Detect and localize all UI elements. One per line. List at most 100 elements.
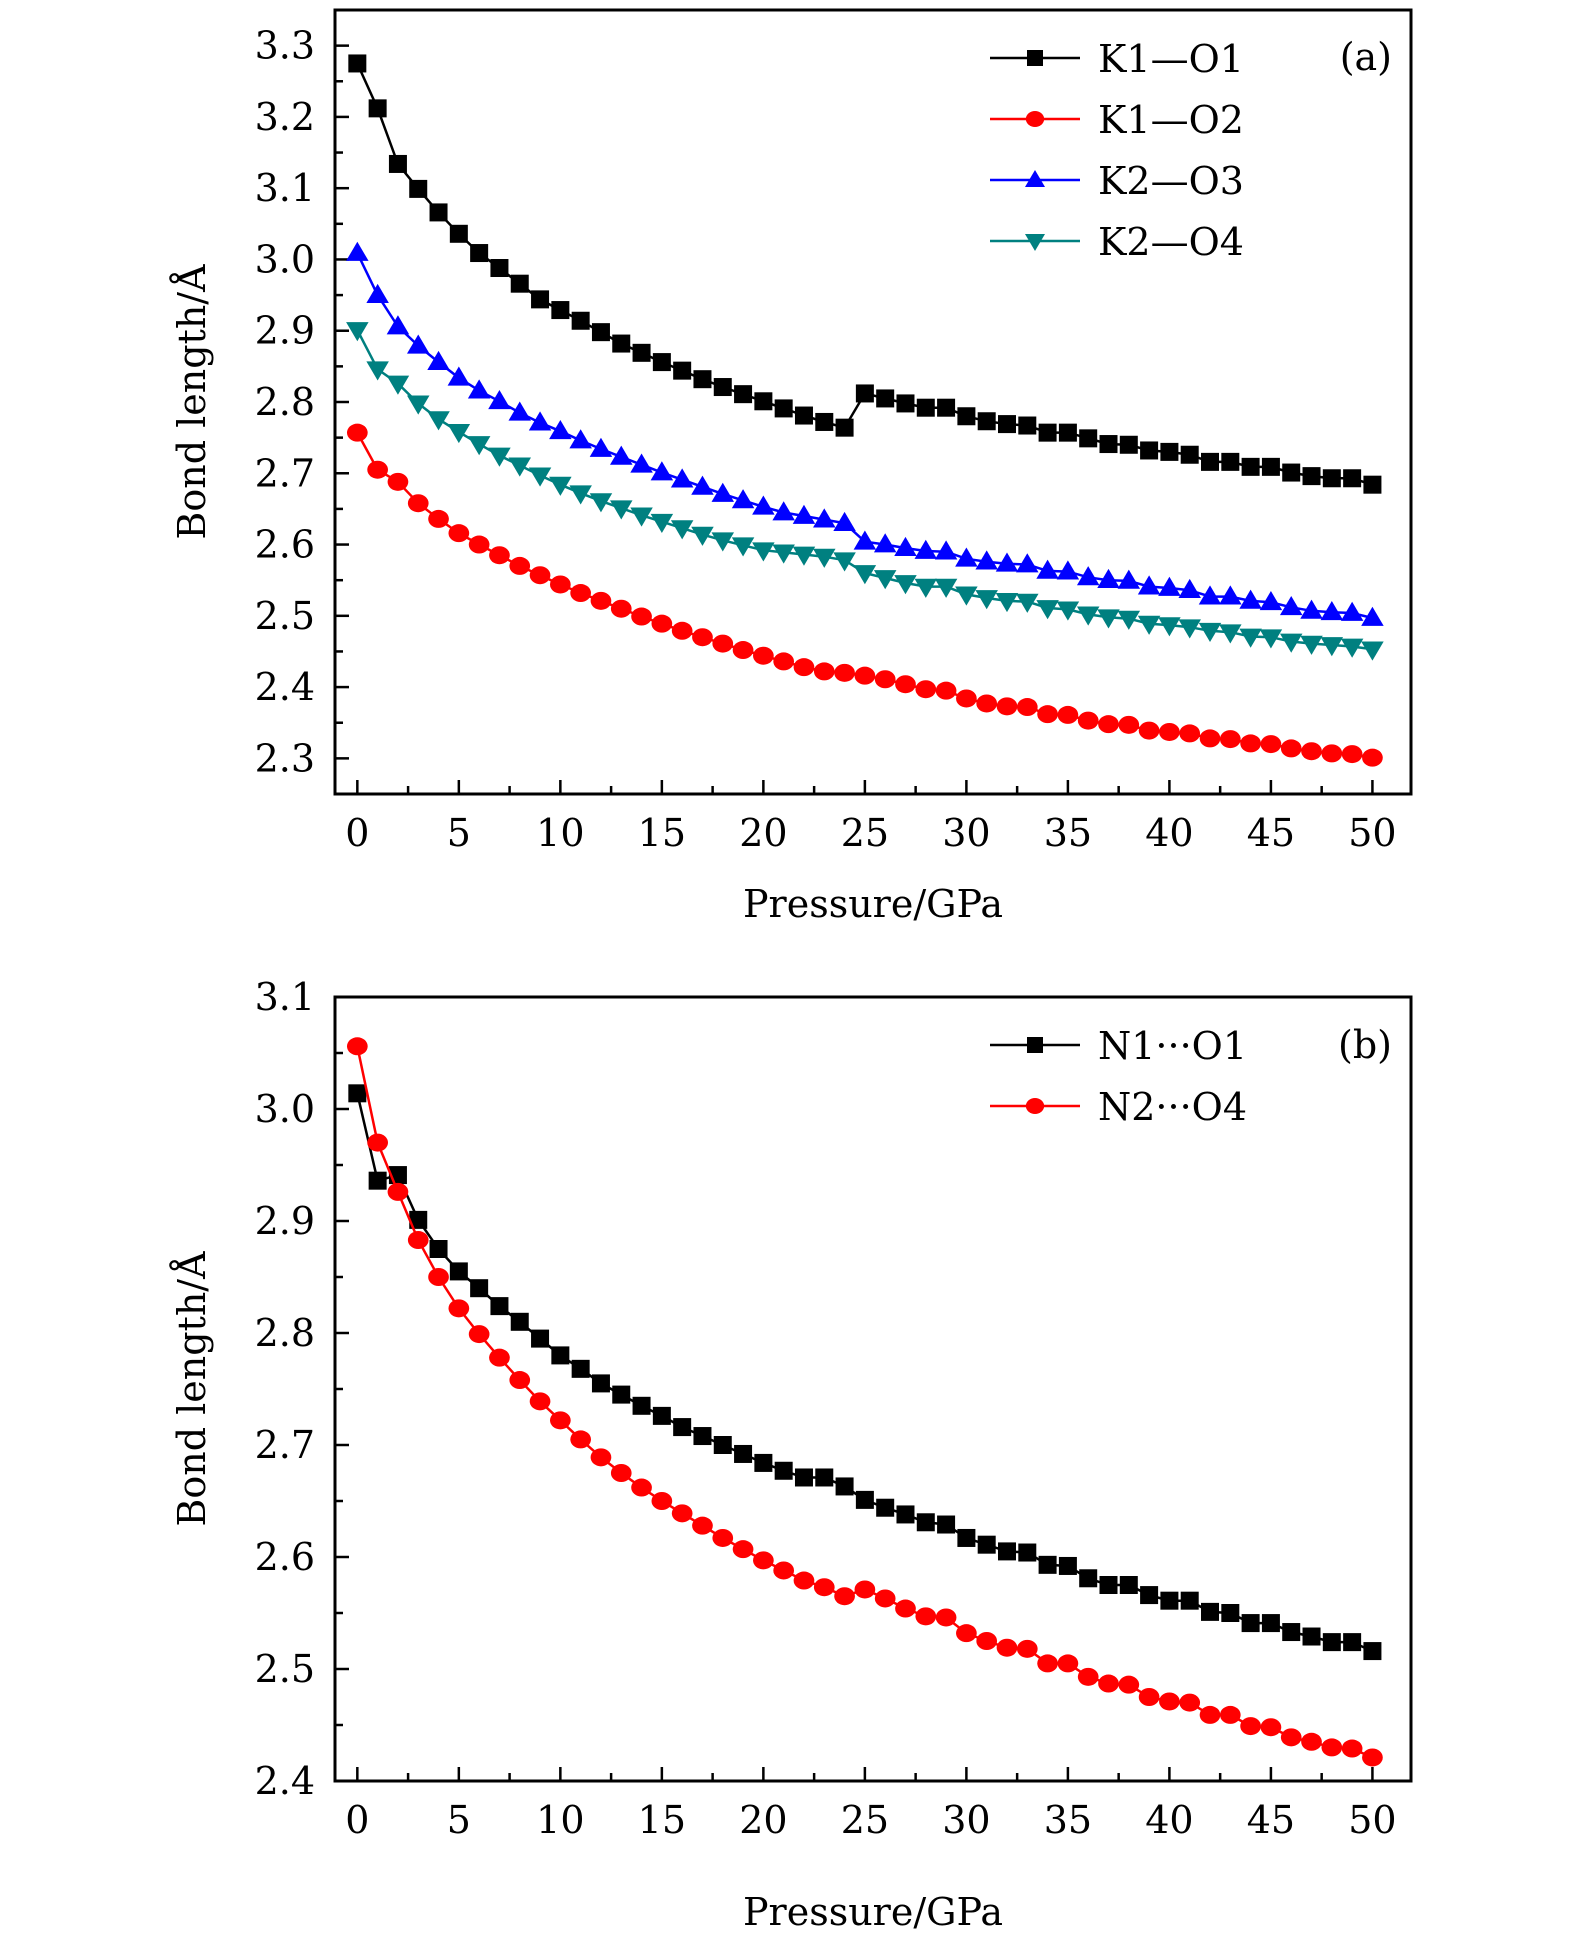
x-tick-label: 5 (447, 1798, 471, 1842)
data-point (957, 1528, 976, 1547)
data-point (1079, 1569, 1098, 1588)
data-point (1282, 1623, 1301, 1642)
data-point (1099, 1576, 1118, 1594)
x-tick-label: 0 (345, 1798, 369, 1842)
data-point (632, 343, 651, 362)
panel-label: (a) (1340, 35, 1392, 79)
series-line (356, 1046, 1373, 1759)
data-point (693, 370, 712, 389)
data-point (549, 476, 572, 496)
x-tick-label: 50 (1348, 1798, 1396, 1842)
data-point (1018, 1543, 1037, 1562)
data-point (774, 1461, 793, 1480)
data-point (1280, 1728, 1302, 1747)
legend-entry: K2—O3 (990, 159, 1244, 203)
legend-marker (1025, 170, 1045, 187)
y-tick-label: 2.5 (255, 594, 315, 638)
data-point (731, 537, 755, 557)
data-point (1098, 715, 1119, 734)
data-point (1219, 730, 1241, 749)
data-point (1201, 452, 1220, 471)
chart-panel-a: 0 5 10 15 20 25 30 35 40 45 50 2.3 2.4 2.5 2.6 2.7 2.8 2.… (170, 8, 1413, 926)
y-tick-label: 2.8 (255, 1311, 315, 1355)
data-point (1178, 578, 1201, 599)
data-point (1280, 739, 1302, 758)
data-point (348, 1084, 367, 1103)
data-point (589, 493, 613, 513)
data-point (1363, 1642, 1382, 1661)
data-point (346, 423, 368, 442)
data-point (752, 495, 775, 515)
data-point (630, 507, 653, 527)
data-point (895, 1599, 916, 1618)
data-point (914, 578, 938, 598)
x-tick-label: 40 (1145, 811, 1193, 855)
data-point (1159, 722, 1180, 741)
legend-label: K1—O2 (1098, 98, 1244, 142)
data-point (774, 399, 793, 418)
data-point (834, 1587, 855, 1606)
x-tick-label: 20 (739, 811, 787, 855)
data-point (1259, 591, 1283, 611)
data-point (1140, 1586, 1159, 1605)
data-point (956, 1624, 977, 1643)
legend-label: K2—O3 (1098, 159, 1244, 203)
x-tick-label: 35 (1044, 1798, 1092, 1842)
data-point (753, 1551, 774, 1570)
y-tick-label: 2.5 (255, 1647, 315, 1691)
y-tick-label: 3.1 (255, 166, 315, 210)
data-point (1077, 711, 1099, 730)
data-point (1301, 742, 1322, 761)
data-point (1321, 1738, 1343, 1757)
data-point (1362, 1748, 1383, 1767)
data-point (1056, 560, 1080, 580)
x-tick-label: 10 (536, 811, 584, 855)
data-point (813, 548, 836, 568)
data-point (1037, 1654, 1058, 1673)
data-point (1118, 1675, 1140, 1694)
data-point (406, 395, 430, 415)
legend-entry: K1—O1 (990, 37, 1244, 81)
data-point (470, 1279, 489, 1298)
y-tick-label: 3.1 (255, 975, 315, 1019)
data-point (976, 1632, 998, 1650)
data-point (610, 599, 632, 618)
data-point (1076, 566, 1100, 586)
data-point (1322, 1633, 1341, 1652)
data-point (997, 415, 1016, 434)
data-point (853, 565, 877, 585)
data-point (489, 1348, 510, 1367)
legend-label: K2—O4 (1098, 220, 1244, 264)
data-point (407, 1231, 429, 1250)
data-point (1079, 429, 1098, 448)
data-point (386, 315, 410, 335)
data-point (1261, 1614, 1280, 1633)
data-point (754, 1453, 773, 1472)
data-point (1341, 745, 1363, 764)
data-point (610, 500, 633, 520)
data-point (915, 680, 937, 699)
data-point (896, 394, 915, 413)
data-point (612, 334, 631, 353)
data-point (447, 366, 471, 386)
data-point (508, 457, 531, 477)
data-point (1179, 1693, 1201, 1712)
legend-entry: N1···O1 (990, 1024, 1247, 1068)
data-point (651, 614, 673, 633)
data-point (855, 384, 874, 403)
data-point (996, 1638, 1018, 1657)
data-point (813, 662, 835, 681)
data-point (835, 1477, 854, 1496)
data-point (692, 1516, 713, 1535)
data-point (977, 1535, 996, 1554)
data-point (692, 628, 713, 647)
data-point (1241, 457, 1260, 476)
data-point (997, 1542, 1016, 1561)
data-point (467, 379, 491, 399)
data-point (407, 494, 429, 513)
x-tick-label: 25 (841, 1798, 889, 1842)
chart-panel-b: 0 5 10 15 20 25 30 35 40 45 50 2.4 2.5 2.6 2.7 2.8 2.9 3.… (170, 975, 1413, 1934)
data-point (896, 1505, 915, 1524)
data-point (610, 445, 633, 465)
x-tick-label: 50 (1348, 811, 1396, 855)
